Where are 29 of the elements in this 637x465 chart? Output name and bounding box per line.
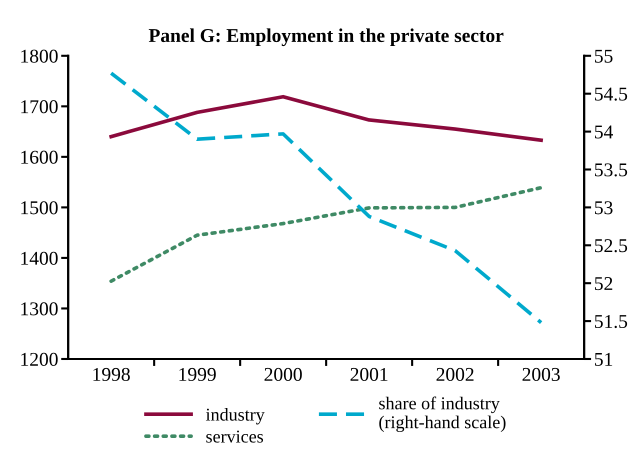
y2-tick-label: 54 bbox=[594, 126, 613, 139]
x-tick-label: 1998 bbox=[93, 368, 130, 381]
y2-tick-label: 51 bbox=[594, 352, 612, 366]
x-tick-label: 2003 bbox=[522, 368, 560, 381]
chart-title: Panel G: Employment in the private sector bbox=[148, 28, 504, 46]
x-tick-label: 2002 bbox=[436, 368, 474, 381]
y-tick-label: 1500 bbox=[21, 201, 58, 214]
y2-tick-label: 52 bbox=[594, 277, 612, 290]
y-tick-label: 1200 bbox=[21, 352, 58, 366]
x-tick-label: 2000 bbox=[264, 368, 302, 381]
y2-tick-label: 55 bbox=[594, 50, 613, 63]
legend-label: services bbox=[206, 430, 264, 443]
x-tick-label: 1999 bbox=[179, 368, 216, 381]
y-tick-label: 1300 bbox=[21, 302, 58, 316]
line-series bbox=[109, 94, 543, 142]
y2-tick-label: 54.5 bbox=[594, 88, 628, 101]
y2-tick-label: 53 bbox=[594, 201, 613, 214]
y-tick-label: 1800 bbox=[21, 50, 58, 63]
line-series bbox=[109, 71, 543, 324]
x-tick-label: 2001 bbox=[350, 368, 388, 381]
legend-label: industry bbox=[206, 408, 265, 424]
y-tick-label: 1400 bbox=[21, 252, 58, 265]
y-tick-label: 1700 bbox=[21, 100, 58, 114]
y2-tick-label: 52.5 bbox=[594, 239, 628, 252]
y-tick-label: 1600 bbox=[21, 150, 58, 164]
legend-label: share of industry (right-hand scale) bbox=[379, 396, 506, 432]
line-series bbox=[109, 186, 543, 283]
y2-tick-label: 51.5 bbox=[594, 314, 628, 328]
y2-tick-label: 53.5 bbox=[594, 163, 628, 177]
